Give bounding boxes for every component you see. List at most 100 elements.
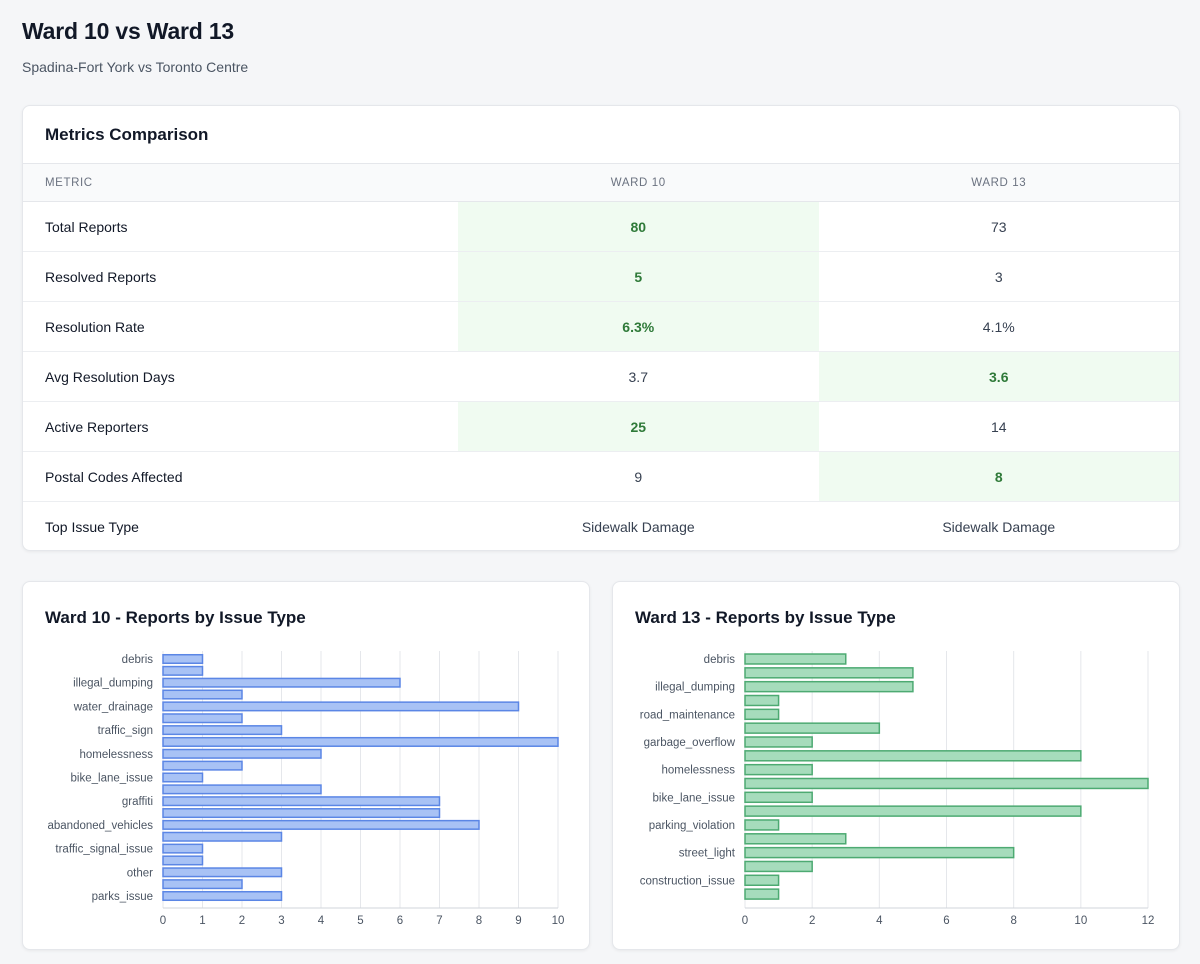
category-label: debris bbox=[122, 654, 154, 666]
ward-10-value-cell: 5 bbox=[458, 251, 819, 302]
bar[interactable] bbox=[162, 665, 204, 676]
category-label: street_light bbox=[679, 848, 736, 860]
category-label: other bbox=[127, 867, 153, 879]
bar[interactable] bbox=[744, 860, 813, 873]
bar[interactable] bbox=[744, 667, 914, 679]
x-tick-label: 5 bbox=[357, 915, 363, 927]
bar[interactable] bbox=[744, 680, 914, 693]
metrics-comparison-card: Metrics Comparison METRIC WARD 10 WARD 1… bbox=[22, 105, 1180, 551]
bar[interactable] bbox=[162, 748, 322, 759]
ward-10-value-cell: 6.3% bbox=[458, 301, 819, 352]
bar[interactable] bbox=[744, 874, 780, 887]
x-tick-label: 10 bbox=[1074, 915, 1087, 927]
category-label: bike_lane_issue bbox=[71, 773, 153, 785]
bar[interactable] bbox=[744, 722, 881, 734]
ward-13-column-header: WARD 13 bbox=[818, 163, 1179, 202]
bar[interactable] bbox=[744, 777, 1149, 790]
metric-name-cell: Postal Codes Affected bbox=[23, 451, 458, 502]
x-tick-label: 2 bbox=[809, 915, 815, 927]
x-tick-label: 3 bbox=[278, 915, 284, 927]
bar[interactable] bbox=[162, 831, 283, 842]
bar[interactable] bbox=[744, 736, 813, 748]
bar[interactable] bbox=[744, 708, 780, 721]
category-label: abandoned_vehicles bbox=[47, 820, 153, 832]
x-tick-label: 1 bbox=[199, 915, 205, 927]
category-label: graffiti bbox=[122, 796, 153, 808]
bar[interactable] bbox=[744, 653, 847, 665]
bar[interactable] bbox=[744, 846, 1015, 859]
bar[interactable] bbox=[744, 819, 780, 831]
bar[interactable] bbox=[162, 772, 204, 783]
category-label: parking_violation bbox=[649, 820, 735, 832]
ward-10-value-cell: 3.7 bbox=[458, 351, 819, 402]
bar[interactable] bbox=[744, 694, 780, 707]
category-label: bike_lane_issue bbox=[653, 792, 735, 804]
category-label: traffic_sign bbox=[98, 725, 153, 737]
metrics-table-body: Total Reports 80 73 Resolved Reports 5 3 Resol… bbox=[23, 201, 1179, 551]
metrics-table: METRIC WARD 10 WARD 13 Total Reports 80 73… bbox=[23, 163, 1179, 551]
metric-name-cell: Top Issue Type bbox=[45, 518, 139, 535]
bar[interactable] bbox=[162, 725, 283, 736]
ward-13-chart-title: Ward 13 - Reports by Issue Type bbox=[635, 608, 896, 627]
ward-10-value-cell: Sidewalk Damage bbox=[581, 518, 695, 535]
ward-13-value-cell: 8 bbox=[818, 451, 1179, 502]
x-tick-label: 2 bbox=[239, 915, 245, 927]
x-tick-label: 10 bbox=[552, 915, 565, 927]
bar[interactable] bbox=[162, 867, 283, 878]
x-tick-label: 6 bbox=[397, 915, 403, 927]
bar[interactable] bbox=[162, 760, 243, 771]
category-label: road_maintenance bbox=[640, 709, 735, 721]
category-label: homelessness bbox=[661, 765, 735, 777]
bar[interactable] bbox=[162, 677, 401, 688]
ward-10-value-cell: 9 bbox=[458, 451, 819, 502]
bar[interactable] bbox=[162, 855, 204, 866]
x-tick-label: 8 bbox=[1010, 915, 1016, 927]
x-tick-label: 4 bbox=[876, 915, 883, 927]
metrics-row: Top Issue Type Sidewalk Damage Sidewalk Da… bbox=[23, 502, 1179, 551]
metrics-card-title: Metrics Comparison bbox=[45, 125, 209, 144]
bar[interactable] bbox=[162, 843, 204, 854]
metric-name-cell: Resolved Reports bbox=[23, 251, 458, 302]
page-title: Ward 10 vs Ward 13 bbox=[22, 18, 235, 44]
ward-13-chart-card: Ward 13 - Reports by Issue Type 0 2 4 6 8 10 1… bbox=[612, 581, 1180, 950]
bar[interactable] bbox=[162, 819, 480, 830]
category-label: garbage_overflow bbox=[644, 737, 736, 749]
bar[interactable] bbox=[162, 653, 204, 665]
x-tick-label: 8 bbox=[476, 915, 482, 927]
metrics-row: Resolved Reports 5 3 bbox=[23, 251, 1179, 302]
bar[interactable] bbox=[162, 784, 322, 795]
bar[interactable] bbox=[162, 736, 559, 747]
bar[interactable] bbox=[744, 805, 1082, 817]
category-label: water_drainage bbox=[73, 701, 153, 713]
metrics-row: Resolution Rate 6.3% 4.1% bbox=[23, 301, 1179, 352]
page-subtitle: Spadina-Fort York vs Toronto Centre bbox=[22, 59, 249, 75]
bar[interactable] bbox=[744, 833, 847, 845]
bar[interactable] bbox=[162, 701, 520, 712]
metrics-row: Active Reporters 25 14 bbox=[23, 401, 1179, 452]
ward-10-chart-card: Ward 10 - Reports by Issue Type 0 1 2 3 4 5 6 7… bbox=[22, 581, 590, 950]
category-label: parks_issue bbox=[92, 891, 153, 903]
ward-13-value-cell: Sidewalk Damage bbox=[942, 518, 1056, 535]
ward-13-value-cell: 3.6 bbox=[818, 351, 1179, 402]
metric-name-cell: Total Reports bbox=[23, 201, 458, 252]
metrics-row: Postal Codes Affected 9 8 bbox=[23, 451, 1179, 502]
bar[interactable] bbox=[162, 879, 243, 890]
bar[interactable] bbox=[162, 890, 283, 902]
ward-13-value-cell: 73 bbox=[818, 201, 1179, 252]
ward-13-bar-chart: 0 2 4 6 8 10 12 debris illegal_dumping road_maint… bbox=[640, 651, 1155, 927]
bar[interactable] bbox=[744, 763, 813, 776]
page-header: Ward 10 vs Ward 13 Spadina-Fort York vs … bbox=[22, 18, 248, 75]
bar[interactable] bbox=[162, 689, 243, 700]
bar[interactable] bbox=[744, 750, 1082, 762]
bar[interactable] bbox=[744, 888, 780, 900]
x-tick-label: 9 bbox=[515, 915, 521, 927]
bar[interactable] bbox=[162, 713, 243, 724]
ward-13-value-cell: 4.1% bbox=[818, 301, 1179, 352]
bar[interactable] bbox=[162, 808, 441, 819]
category-label: debris bbox=[704, 654, 736, 666]
metric-column-header: METRIC bbox=[23, 163, 458, 202]
metrics-row: Avg Resolution Days 3.7 3.6 bbox=[23, 351, 1179, 402]
bar[interactable] bbox=[744, 791, 813, 804]
bar[interactable] bbox=[162, 796, 441, 807]
x-tick-label: 12 bbox=[1142, 915, 1155, 927]
